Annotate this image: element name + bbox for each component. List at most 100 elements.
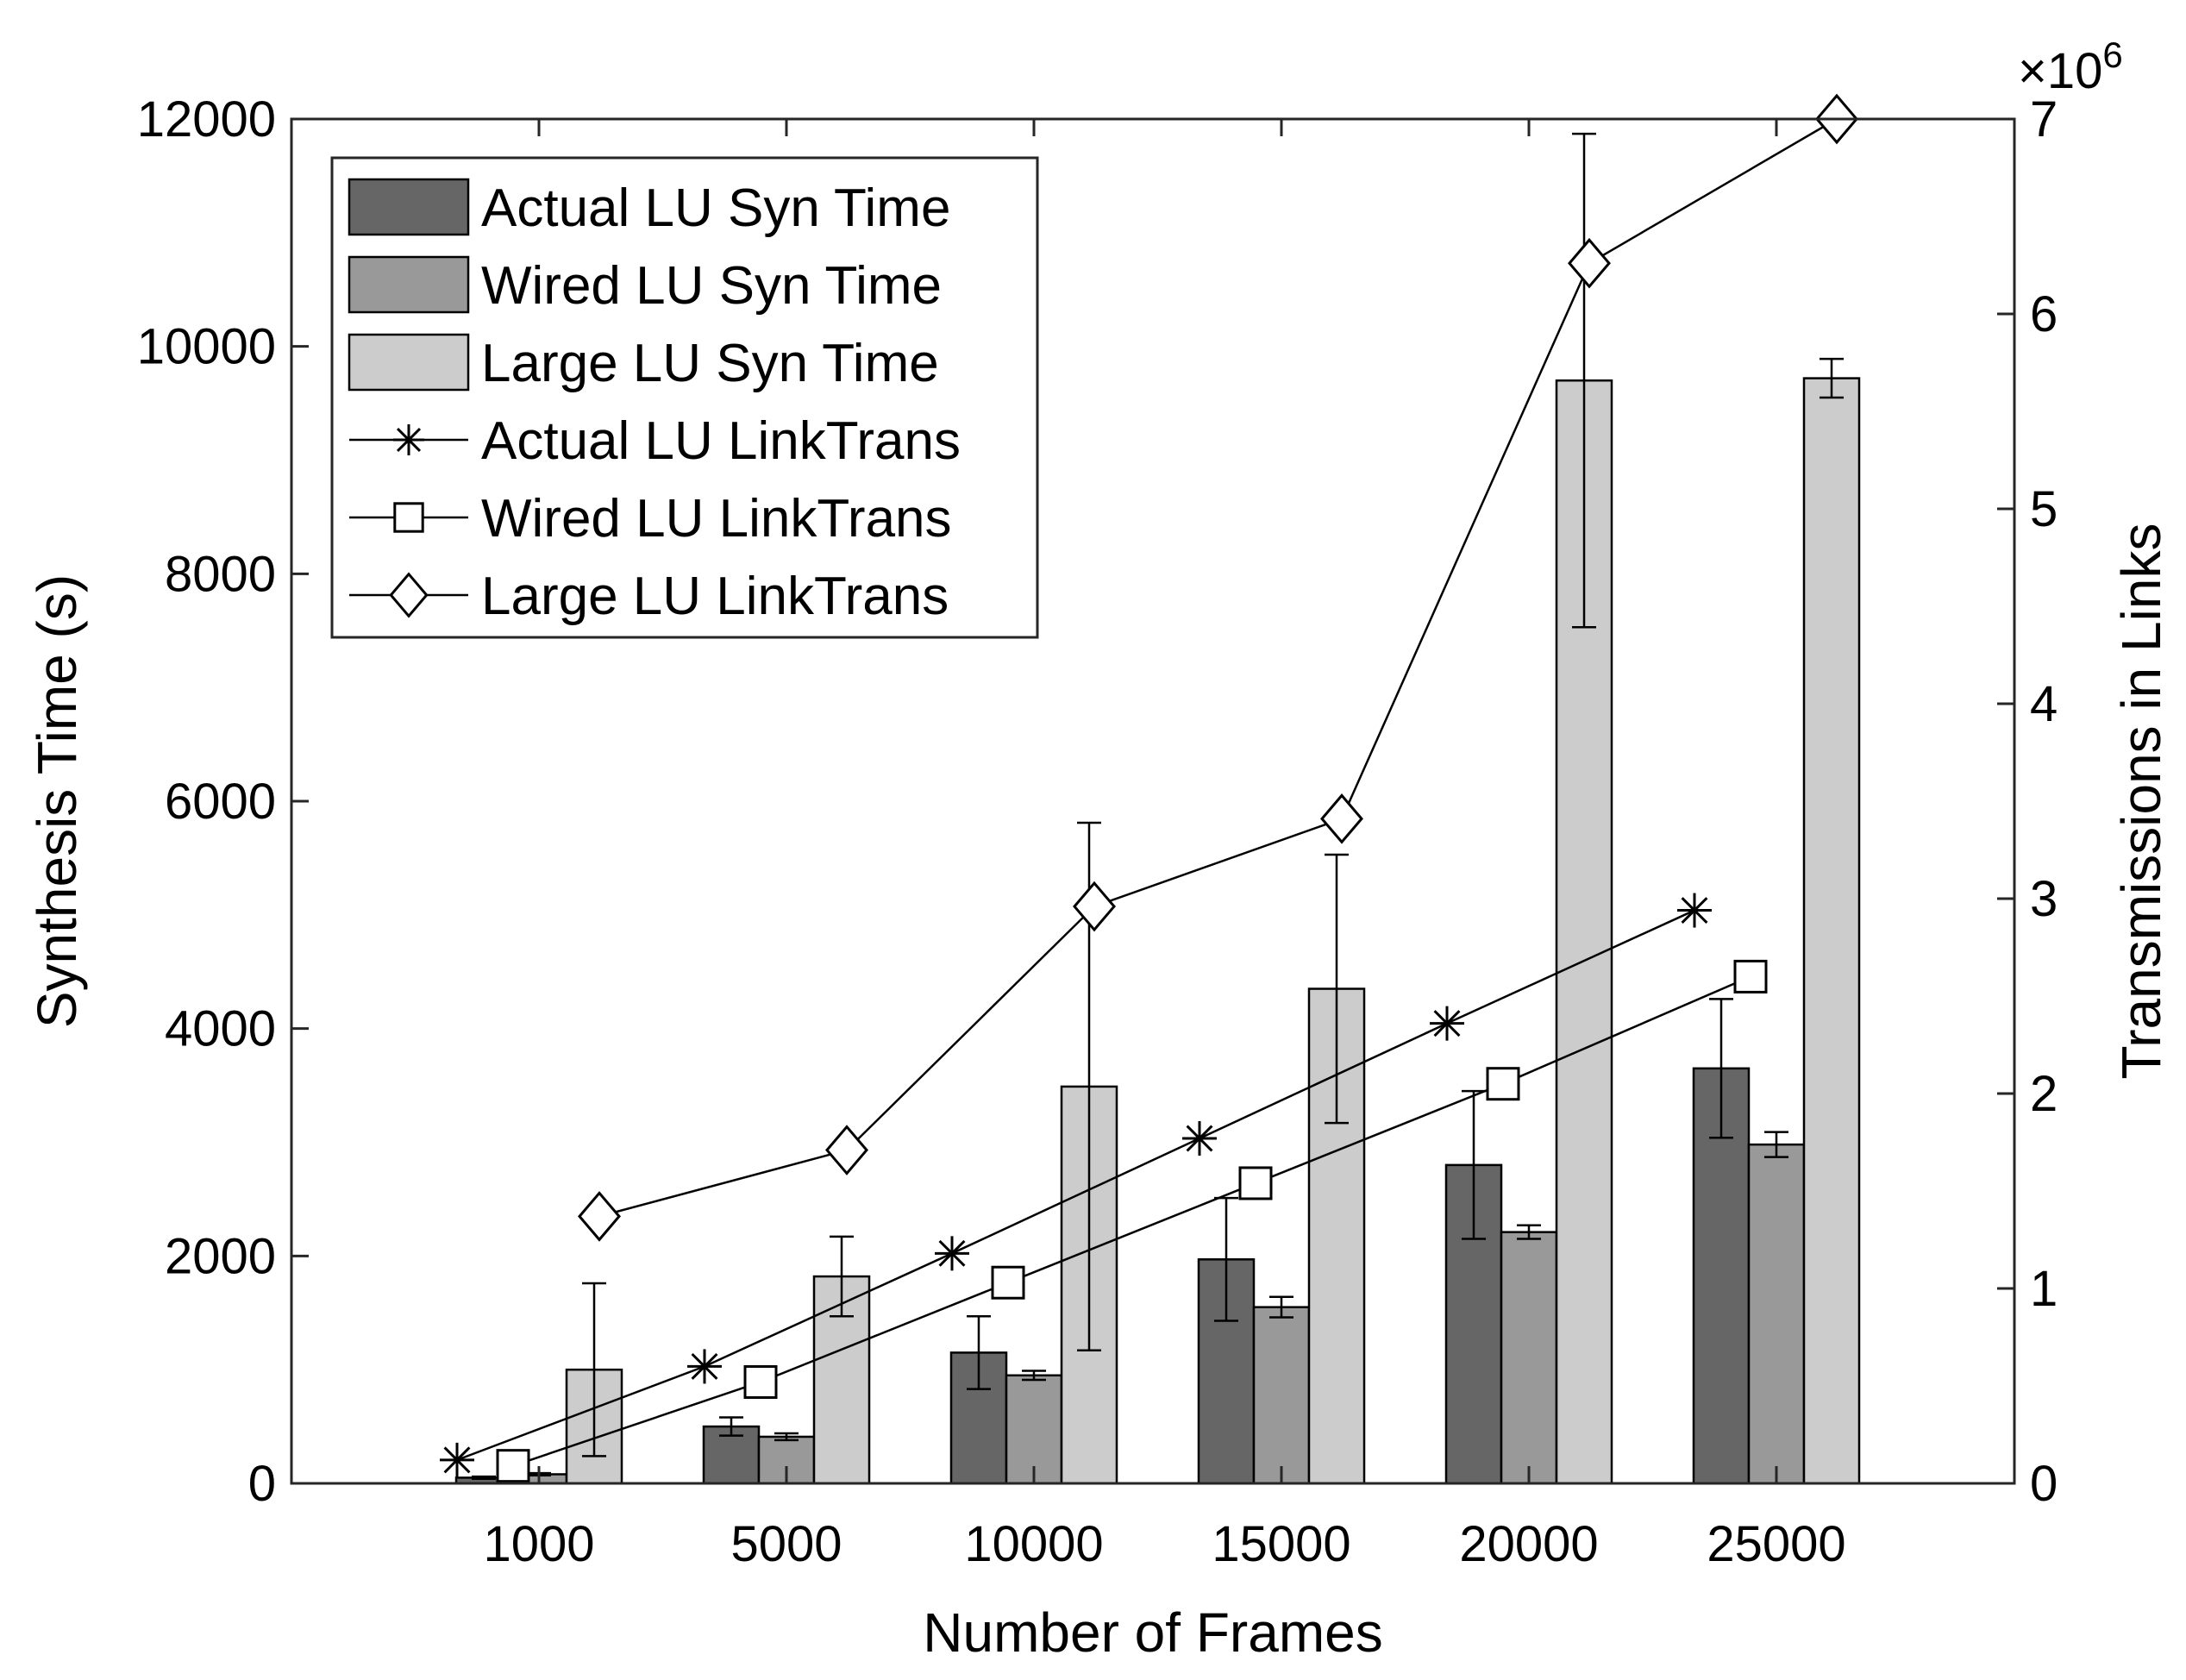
y-tick-label: 12000	[137, 91, 276, 147]
x-axis-label: Number of Frames	[923, 1602, 1382, 1664]
ticks-layer	[291, 117, 2014, 1485]
legend-entries: Actual LU Syn Time Wired LU Syn Time Large…	[348, 178, 961, 626]
legend-box	[330, 156, 1039, 639]
marker-square	[1733, 959, 1768, 994]
y2-tick-label: 5	[2030, 481, 2058, 537]
y-tick-label: 8000	[165, 546, 276, 602]
series-line	[512, 975, 1751, 1467]
x-tick-label: 1000	[483, 1516, 594, 1572]
y2-axis-label: Transmissions in Links	[2110, 523, 2172, 1080]
marker-asterisk	[1677, 893, 1712, 928]
error-bar	[1572, 132, 1596, 629]
error-bar	[967, 1314, 991, 1390]
marker-square	[1486, 1067, 1520, 1101]
marker-stroke	[691, 1352, 718, 1380]
legend-label: Wired LU Syn Time	[481, 256, 942, 316]
x-tick-label: 10000	[964, 1516, 1103, 1572]
legend-label: Actual LU Syn Time	[481, 179, 950, 238]
y-tick-label: 0	[248, 1456, 276, 1512]
legend-label: Large LU Syn Time	[481, 334, 939, 393]
y2-exponent-power: 6	[2102, 34, 2122, 75]
legend-label: Large LU LinkTrans	[481, 567, 949, 626]
error-bar	[1820, 357, 1844, 399]
bar	[812, 1275, 871, 1485]
marker-square	[393, 502, 424, 533]
legend-label: Actual LU LinkTrans	[481, 411, 961, 471]
y2-tick-label: 2	[2030, 1066, 2058, 1122]
y2-exponent-label: ×106	[2018, 34, 2123, 99]
x-tick-label: 20000	[1459, 1516, 1598, 1572]
y2-tick-label: 1	[2030, 1261, 2058, 1317]
y2-tick-label: 3	[2030, 871, 2058, 927]
legend: Actual LU Syn Time Wired LU Syn Time Large…	[330, 156, 1039, 639]
y2-tick-label: 7	[2030, 91, 2058, 147]
y2-tick-labels: 0 1 2 3 4 5 6 7	[2030, 91, 2058, 1512]
x-tick-labels: 1000 5000 10000 15000 20000 25000	[483, 1516, 1845, 1572]
marker-diamond	[1568, 237, 1611, 289]
marker-asterisk	[440, 1442, 474, 1477]
error-bar	[472, 1475, 496, 1480]
legend-swatch	[348, 333, 470, 392]
legend-swatch	[348, 255, 470, 314]
series-line	[598, 117, 1838, 1218]
legend-swatch	[348, 178, 470, 236]
marker-stroke	[443, 1446, 471, 1474]
marker-stroke	[396, 427, 422, 453]
legend-entry: Actual LU LinkTrans	[349, 411, 961, 471]
legend-entry: Wired LU LinkTrans	[349, 489, 952, 549]
bar	[1252, 1306, 1311, 1485]
lines-layer	[440, 93, 1858, 1483]
y-tick-label: 4000	[165, 1001, 276, 1057]
error-bar	[1764, 1131, 1788, 1158]
error-bar	[1517, 1224, 1541, 1240]
y2-tick-label: 6	[2030, 286, 2058, 342]
error-bar	[1462, 1089, 1486, 1240]
marker-diamond	[1073, 881, 1116, 932]
marker-square	[991, 1265, 1025, 1300]
legend-entry: Large LU LinkTrans	[349, 567, 949, 626]
error-bar	[774, 1432, 799, 1442]
marker-square	[1238, 1166, 1273, 1200]
legend-entry: Wired LU Syn Time	[348, 255, 942, 316]
marker-diamond	[825, 1125, 868, 1175]
marker-square	[496, 1449, 530, 1483]
error-bar	[582, 1282, 606, 1457]
error-bar	[1709, 998, 1733, 1139]
marker-stroke	[1433, 1010, 1461, 1037]
marker-square	[743, 1364, 778, 1399]
legend-entry: Large LU Syn Time	[348, 333, 939, 393]
bar	[1500, 1231, 1558, 1485]
y2-tick-label: 4	[2030, 676, 2058, 732]
marker-asterisk	[1430, 1006, 1464, 1041]
x-tick-label: 5000	[730, 1516, 842, 1572]
marker-diamond	[1320, 793, 1363, 844]
legend-label: Wired LU LinkTrans	[481, 489, 952, 549]
y-tick-labels: 0 2000 4000 6000 8000 10000 12000	[137, 91, 276, 1512]
error-bar	[1022, 1370, 1046, 1382]
y-tick-label: 10000	[137, 319, 276, 375]
marker-stroke	[1681, 897, 1708, 925]
marker-stroke	[1186, 1125, 1213, 1152]
marker-asterisk	[1182, 1120, 1217, 1156]
error-bar	[1325, 853, 1349, 1125]
marker-asterisk	[687, 1349, 722, 1384]
y-tick-label: 2000	[165, 1228, 276, 1284]
marker-diamond	[578, 1191, 621, 1242]
y2-tick-label: 0	[2030, 1456, 2058, 1512]
legend-entry: Actual LU Syn Time	[348, 178, 950, 238]
bar	[1747, 1143, 1806, 1485]
x-tick-label: 15000	[1212, 1516, 1350, 1572]
marker-stroke	[938, 1239, 966, 1267]
y-tick-label: 6000	[165, 774, 276, 830]
series-line	[456, 909, 1695, 1462]
error-bar	[1269, 1295, 1293, 1319]
marker-asterisk	[935, 1236, 969, 1271]
y-axis-label: Synthesis Time (s)	[26, 574, 88, 1028]
marker-asterisk	[393, 424, 424, 455]
y2-exponent-base: ×10	[2018, 43, 2102, 99]
bar	[1802, 377, 1861, 1485]
x-tick-label: 25000	[1707, 1516, 1845, 1572]
marker-diamond	[389, 572, 429, 618]
error-bar	[719, 1416, 743, 1437]
